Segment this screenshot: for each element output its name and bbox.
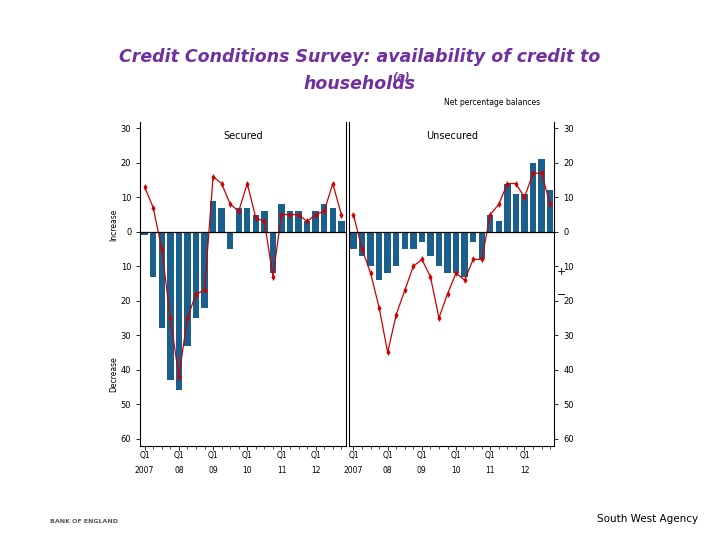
Bar	[410, 232, 417, 249]
Bar	[287, 211, 293, 232]
Bar	[235, 208, 242, 232]
Text: 10: 10	[243, 466, 252, 475]
Bar	[479, 232, 485, 259]
Bar	[295, 211, 302, 232]
Text: Decrease: Decrease	[109, 356, 118, 392]
Bar	[158, 232, 165, 328]
Bar	[167, 232, 174, 380]
Text: −: −	[557, 291, 566, 300]
Text: 09: 09	[417, 466, 427, 475]
Bar	[278, 204, 284, 232]
Text: households: households	[304, 75, 416, 93]
Text: +: +	[557, 267, 566, 277]
Bar	[393, 232, 400, 266]
Bar	[504, 184, 510, 232]
Bar	[338, 221, 345, 232]
Bar	[418, 232, 425, 242]
Text: 2007: 2007	[343, 466, 363, 475]
Bar	[470, 232, 477, 242]
Bar	[253, 214, 259, 232]
Text: South West Agency: South West Agency	[598, 514, 698, 524]
Text: 2007: 2007	[135, 466, 154, 475]
Bar	[376, 232, 382, 280]
Bar	[184, 232, 191, 346]
Bar	[359, 232, 365, 256]
Bar	[150, 232, 156, 276]
Text: Net percentage balances: Net percentage balances	[444, 98, 541, 107]
Bar	[193, 232, 199, 318]
Bar	[402, 232, 408, 249]
Text: 11: 11	[485, 466, 495, 475]
Text: Secured: Secured	[223, 131, 263, 141]
Text: 09: 09	[208, 466, 218, 475]
Text: 11: 11	[276, 466, 287, 475]
Bar	[427, 232, 433, 256]
Bar	[312, 211, 319, 232]
Text: BANK OF ENGLAND: BANK OF ENGLAND	[50, 519, 118, 524]
Bar	[521, 194, 528, 232]
Text: 12: 12	[311, 466, 320, 475]
Bar	[218, 208, 225, 232]
Bar	[321, 204, 328, 232]
Bar	[367, 232, 374, 266]
Text: 08: 08	[174, 466, 184, 475]
Text: Increase: Increase	[109, 209, 118, 241]
Bar	[261, 211, 268, 232]
Bar	[513, 194, 519, 232]
Bar	[141, 232, 148, 235]
Text: 12: 12	[520, 466, 529, 475]
Bar	[210, 201, 216, 232]
Text: (a): (a)	[392, 72, 410, 82]
Text: Credit Conditions Survey: availability of credit to: Credit Conditions Survey: availability o…	[120, 48, 600, 66]
Bar	[244, 208, 251, 232]
Bar	[202, 232, 208, 308]
Bar	[539, 159, 545, 232]
Bar	[350, 232, 356, 249]
Bar	[304, 221, 310, 232]
Bar	[453, 232, 459, 273]
Bar	[547, 191, 554, 232]
Text: Unsecured: Unsecured	[426, 131, 478, 141]
Bar	[227, 232, 233, 249]
Bar	[270, 232, 276, 273]
Bar	[444, 232, 451, 273]
Bar	[462, 232, 468, 276]
Bar	[330, 208, 336, 232]
Bar	[436, 232, 442, 266]
Bar	[530, 163, 536, 232]
Text: 10: 10	[451, 466, 461, 475]
Bar	[487, 214, 493, 232]
Text: 08: 08	[383, 466, 392, 475]
Bar	[495, 221, 502, 232]
Bar	[384, 232, 391, 273]
Bar	[176, 232, 182, 390]
